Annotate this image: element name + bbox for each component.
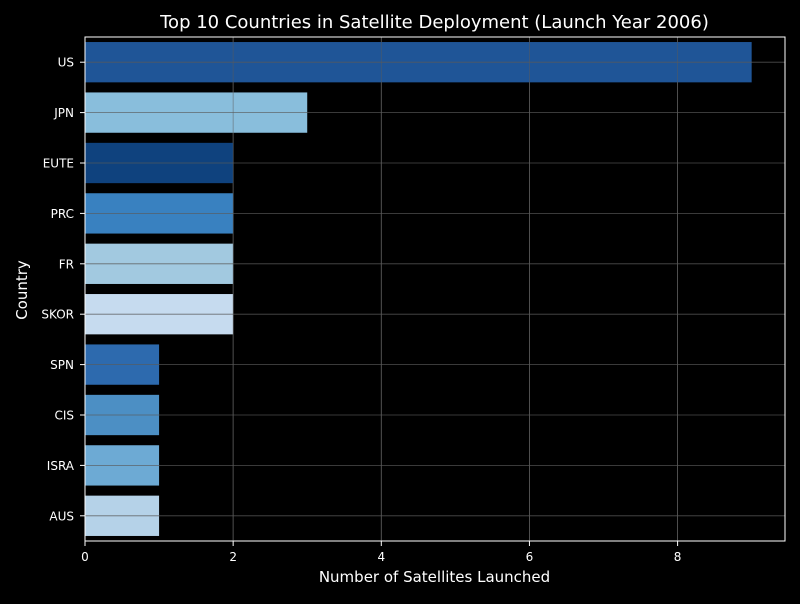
- axes: 0 2 4 6 8 US JPN EUTE PRC FR SKOR SPN CIS ISRA AUS: [41, 36, 786, 564]
- x-tick-label: 6: [526, 550, 534, 564]
- x-tick-label: 8: [674, 550, 682, 564]
- y-tick-label: JPN: [53, 106, 74, 120]
- y-tick-label: EUTE: [43, 157, 74, 171]
- y-tick-label: FR: [59, 257, 74, 271]
- plot-frame: [84, 36, 786, 542]
- y-tick-label: PRC: [51, 207, 74, 221]
- bars: [84, 37, 785, 541]
- x-tick-label: 0: [81, 550, 89, 564]
- x-axis-label: Number of Satellites Launched: [319, 568, 550, 586]
- y-tick-label: AUS: [49, 509, 74, 523]
- x-tick-label: 2: [229, 550, 237, 564]
- y-tick-label: SPN: [50, 358, 74, 372]
- x-tick-label: 4: [377, 550, 385, 564]
- y-tick-label: US: [58, 56, 74, 70]
- y-tick-label: CIS: [54, 409, 74, 423]
- y-axis-label: Country: [13, 260, 31, 320]
- y-tick-label: SKOR: [41, 308, 74, 322]
- y-tick-label: ISRA: [47, 459, 75, 473]
- chart-title: Top 10 Countries in Satellite Deployment…: [159, 12, 709, 33]
